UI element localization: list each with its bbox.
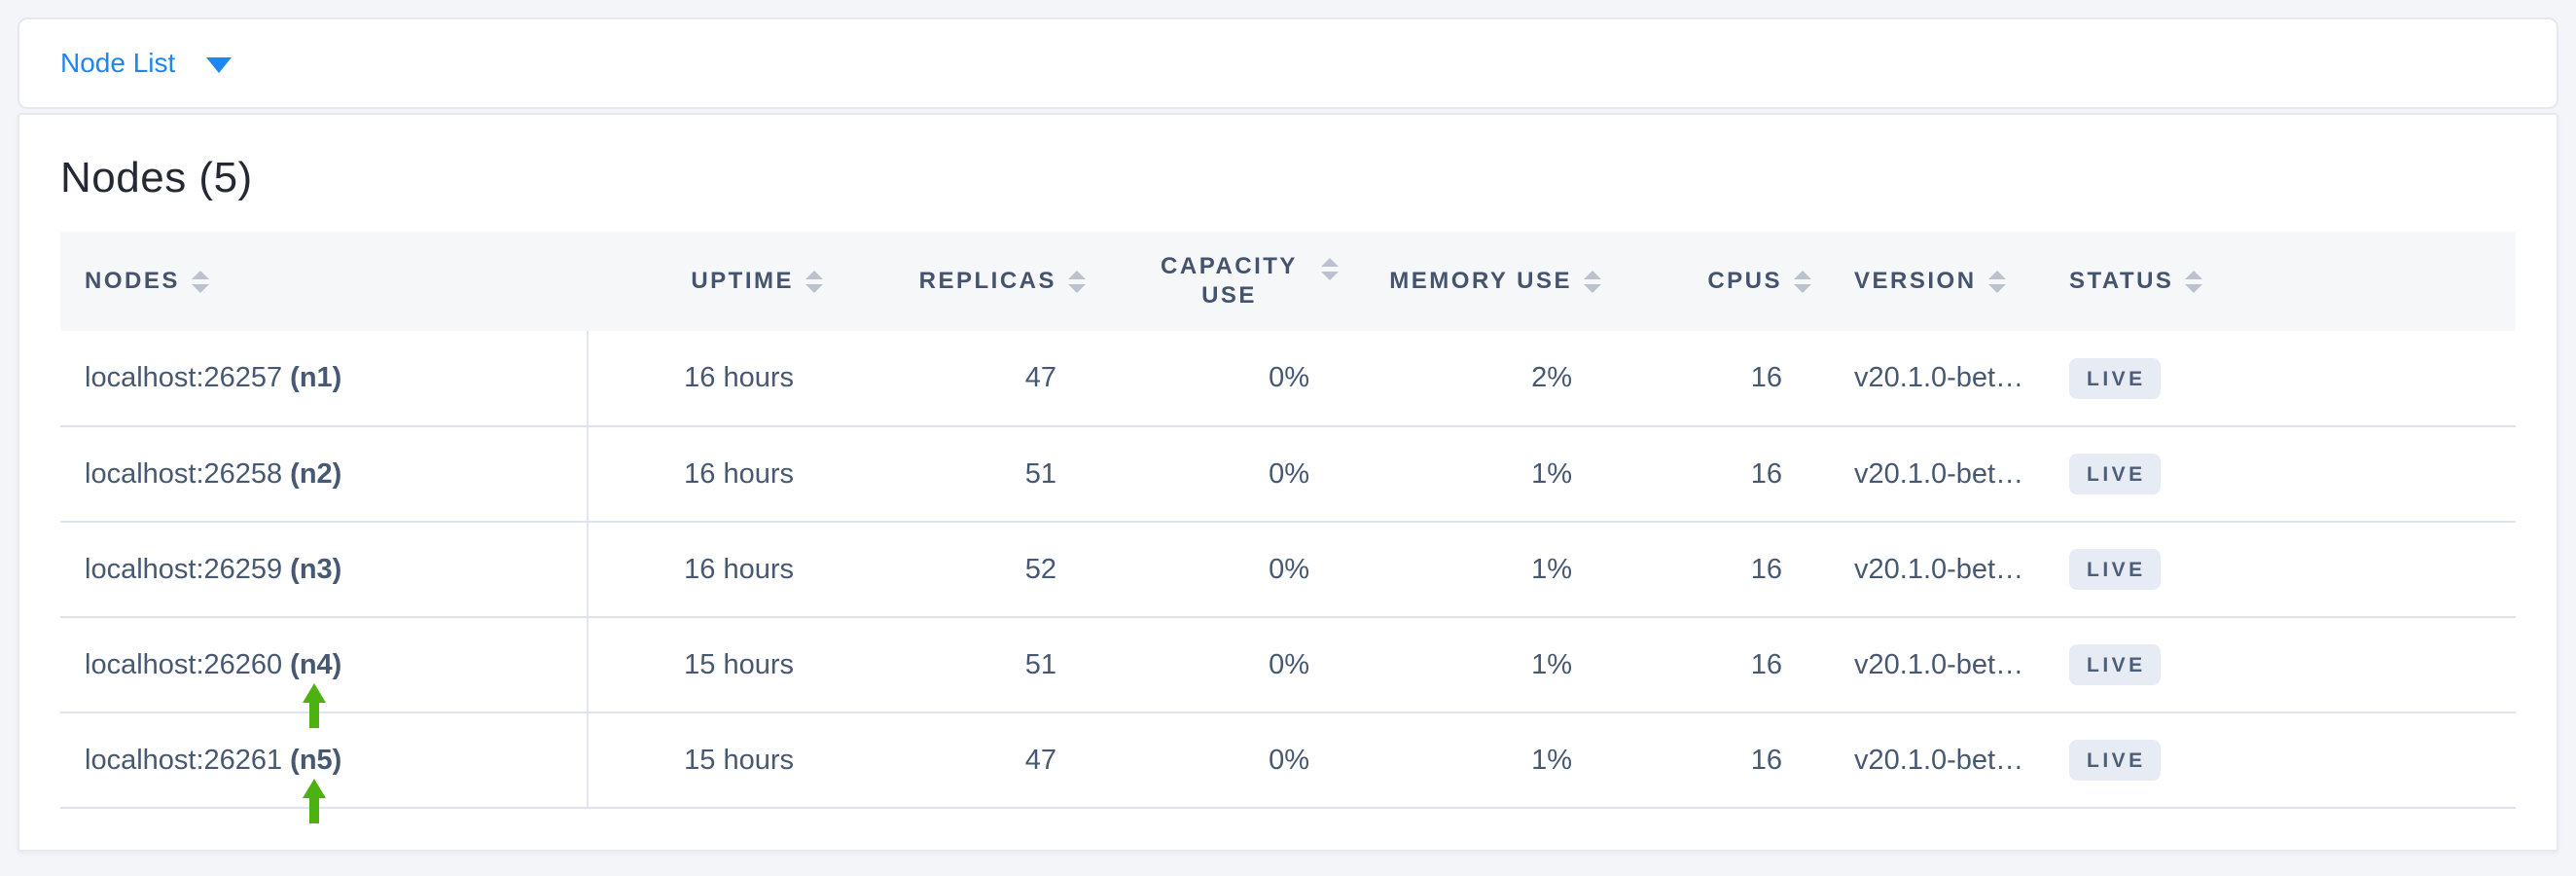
capacity-use-cell: 0% <box>1103 426 1356 523</box>
column-label: VERSION <box>1854 268 1977 294</box>
node-address: localhost:26258 <box>85 457 283 490</box>
node-address-link[interactable]: localhost:26257 (n1) <box>85 362 341 393</box>
cpus-cell: 16 <box>1619 712 1829 809</box>
status-badge: LIVE <box>2069 549 2161 590</box>
capacity-use-cell: 0% <box>1103 331 1356 427</box>
content-panel: Nodes (5) NODES UPTIME REPLICAS <box>18 113 2558 852</box>
replicas-cell: 52 <box>841 522 1103 618</box>
node-address-link[interactable]: localhost:26261 (n5) <box>85 745 341 776</box>
node-address-link[interactable]: localhost:26259 (n3) <box>85 554 341 585</box>
table-row: localhost:26259 (n3) 16 hours 52 0% 1% 16… <box>60 522 2516 618</box>
annotation-green-arrow-up-icon <box>303 683 326 728</box>
status-badge: LIVE <box>2069 357 2161 399</box>
view-dropdown-label: Node List <box>60 48 176 78</box>
memory-use-cell: 1% <box>1356 522 1619 618</box>
sort-icon <box>2185 270 2203 293</box>
column-label: CPUS <box>1707 268 1782 294</box>
cpus-cell: 16 <box>1619 331 1829 427</box>
cpus-cell: 16 <box>1619 426 1829 523</box>
sort-icon <box>191 270 209 293</box>
replicas-cell: 47 <box>841 712 1103 809</box>
memory-use-cell: 2% <box>1356 331 1619 427</box>
sort-icon <box>1321 258 1339 280</box>
uptime-cell: 15 hours <box>588 617 841 713</box>
uptime-cell: 16 hours <box>588 426 841 523</box>
status-badge: LIVE <box>2069 454 2161 494</box>
node-address-link[interactable]: localhost:26258 (n2) <box>85 458 341 490</box>
replicas-cell: 51 <box>841 617 1103 713</box>
table-header-row: NODES UPTIME REPLICAS CAPACITY USE MEMOR… <box>60 232 2516 331</box>
caret-down-icon <box>206 57 233 73</box>
sort-icon <box>805 270 823 293</box>
column-header-cpus[interactable]: CPUS <box>1619 232 1829 331</box>
uptime-cell: 15 hours <box>588 712 841 809</box>
nodes-table: NODES UPTIME REPLICAS CAPACITY USE MEMOR… <box>60 232 2516 823</box>
node-id: (n4) <box>290 648 342 680</box>
table-row: localhost:26260 (n4) 15 hours 51 0% 1% 16… <box>60 617 2516 728</box>
capacity-use-cell: 0% <box>1103 617 1356 713</box>
sort-icon <box>1584 270 1601 293</box>
page-title: Nodes (5) <box>60 154 253 201</box>
annotation-green-arrow-up-icon <box>303 779 326 823</box>
memory-use-cell: 1% <box>1356 426 1619 523</box>
node-address: localhost:26261 <box>85 744 283 776</box>
version-cell: v20.1.0-bet… <box>1829 522 2050 618</box>
column-header-nodes[interactable]: NODES <box>60 232 588 331</box>
replicas-cell: 51 <box>841 426 1103 523</box>
column-header-capacity-use[interactable]: CAPACITY USE <box>1103 232 1356 331</box>
column-label: MEMORY USE <box>1389 268 1572 294</box>
column-label: NODES <box>85 268 180 294</box>
page: Node List Nodes (5) NODES UPTIME <box>18 18 2558 852</box>
version-cell: v20.1.0-bet… <box>1829 617 2050 713</box>
sort-icon <box>1794 270 1811 293</box>
column-header-uptime[interactable]: UPTIME <box>588 232 841 331</box>
column-header-replicas[interactable]: REPLICAS <box>841 232 1103 331</box>
version-cell: v20.1.0-bet… <box>1829 712 2050 809</box>
sort-icon <box>1068 270 1086 293</box>
version-cell: v20.1.0-bet… <box>1829 331 2050 427</box>
column-label: CAPACITY USE <box>1161 253 1298 309</box>
node-id: (n1) <box>290 362 342 393</box>
column-header-memory-use[interactable]: MEMORY USE <box>1356 232 1619 331</box>
cpus-cell: 16 <box>1619 522 1829 618</box>
column-label: STATUS <box>2069 268 2174 294</box>
node-address: localhost:26257 <box>85 362 283 393</box>
node-id: (n2) <box>290 457 342 490</box>
view-dropdown[interactable]: Node List <box>60 48 233 79</box>
node-address: localhost:26260 <box>85 648 283 680</box>
node-id: (n5) <box>290 744 342 776</box>
table-row: localhost:26261 (n5) 15 hours 47 0% 1% 16… <box>60 712 2516 823</box>
node-id: (n3) <box>290 553 342 585</box>
view-selector-bar: Node List <box>18 18 2558 109</box>
memory-use-cell: 1% <box>1356 712 1619 809</box>
column-header-version[interactable]: VERSION <box>1829 232 2050 331</box>
version-cell: v20.1.0-bet… <box>1829 426 2050 523</box>
replicas-cell: 47 <box>841 331 1103 427</box>
cpus-cell: 16 <box>1619 617 1829 713</box>
column-label: REPLICAS <box>918 268 1056 294</box>
status-badge: LIVE <box>2069 644 2161 685</box>
capacity-use-cell: 0% <box>1103 522 1356 618</box>
memory-use-cell: 1% <box>1356 617 1619 713</box>
column-header-status[interactable]: STATUS <box>2050 232 2516 331</box>
status-badge: LIVE <box>2069 740 2161 781</box>
uptime-cell: 16 hours <box>588 331 841 427</box>
table-row: localhost:26258 (n2) 16 hours 51 0% 1% 16… <box>60 426 2516 523</box>
column-label: UPTIME <box>691 268 794 294</box>
uptime-cell: 16 hours <box>588 522 841 618</box>
node-address: localhost:26259 <box>85 553 283 585</box>
table-row: localhost:26257 (n1) 16 hours 47 0% 2% 16… <box>60 331 2516 427</box>
sort-icon <box>1987 270 2006 293</box>
node-address-link[interactable]: localhost:26260 (n4) <box>85 649 341 680</box>
capacity-use-cell: 0% <box>1103 712 1356 809</box>
